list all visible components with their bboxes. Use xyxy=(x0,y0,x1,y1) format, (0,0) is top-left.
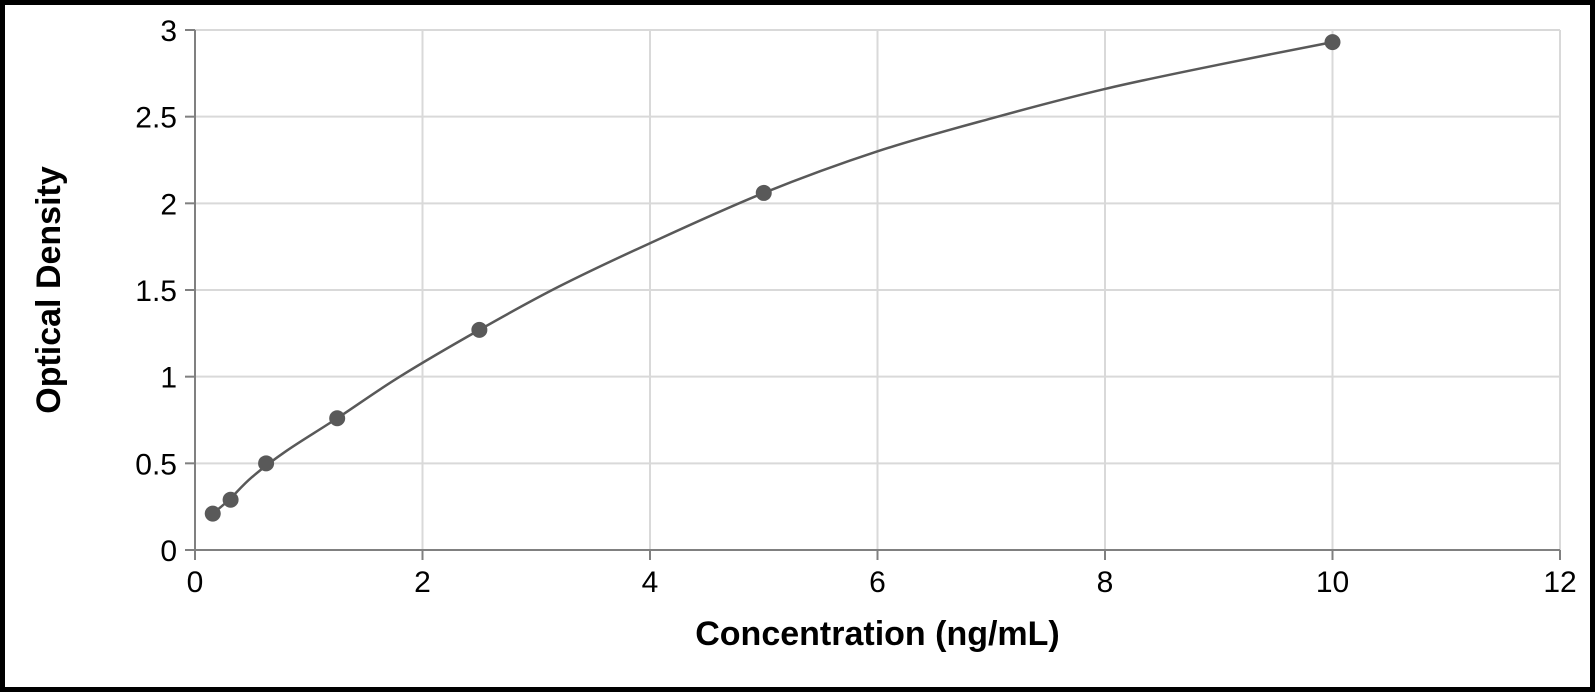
x-tick-label: 4 xyxy=(642,566,659,599)
y-tick-label: 2 xyxy=(160,188,177,221)
y-tick-label: 3 xyxy=(160,15,177,48)
data-point xyxy=(471,322,487,338)
data-point xyxy=(258,455,274,471)
x-tick-label: 2 xyxy=(414,566,431,599)
x-tick-label: 8 xyxy=(1097,566,1114,599)
chart-svg: 0 2 4 6 8 10 12 0 0.5 1 1.5 2 2.5 3 Concentration (ng/… xyxy=(5,5,1590,687)
x-tick-label: 6 xyxy=(869,566,886,599)
x-axis-label: Concentration (ng/mL) xyxy=(695,615,1060,653)
y-tick-label: 2.5 xyxy=(135,102,177,135)
data-point xyxy=(205,506,221,522)
x-tick-label: 12 xyxy=(1543,566,1576,599)
y-tick-label: 1.5 xyxy=(135,275,177,308)
y-tick-label: 0 xyxy=(160,535,177,568)
x-tick-label: 10 xyxy=(1316,566,1349,599)
chart-frame: 0 2 4 6 8 10 12 0 0.5 1 1.5 2 2.5 3 Concentration (ng/… xyxy=(0,0,1595,692)
data-point xyxy=(223,492,239,508)
x-tick-label: 0 xyxy=(187,566,204,599)
data-point xyxy=(756,185,772,201)
y-tick-label: 1 xyxy=(160,362,177,395)
data-point xyxy=(329,410,345,426)
data-point xyxy=(1325,34,1341,50)
y-tick-label: 0.5 xyxy=(135,448,177,481)
y-axis-label: Optical Density xyxy=(30,166,68,414)
